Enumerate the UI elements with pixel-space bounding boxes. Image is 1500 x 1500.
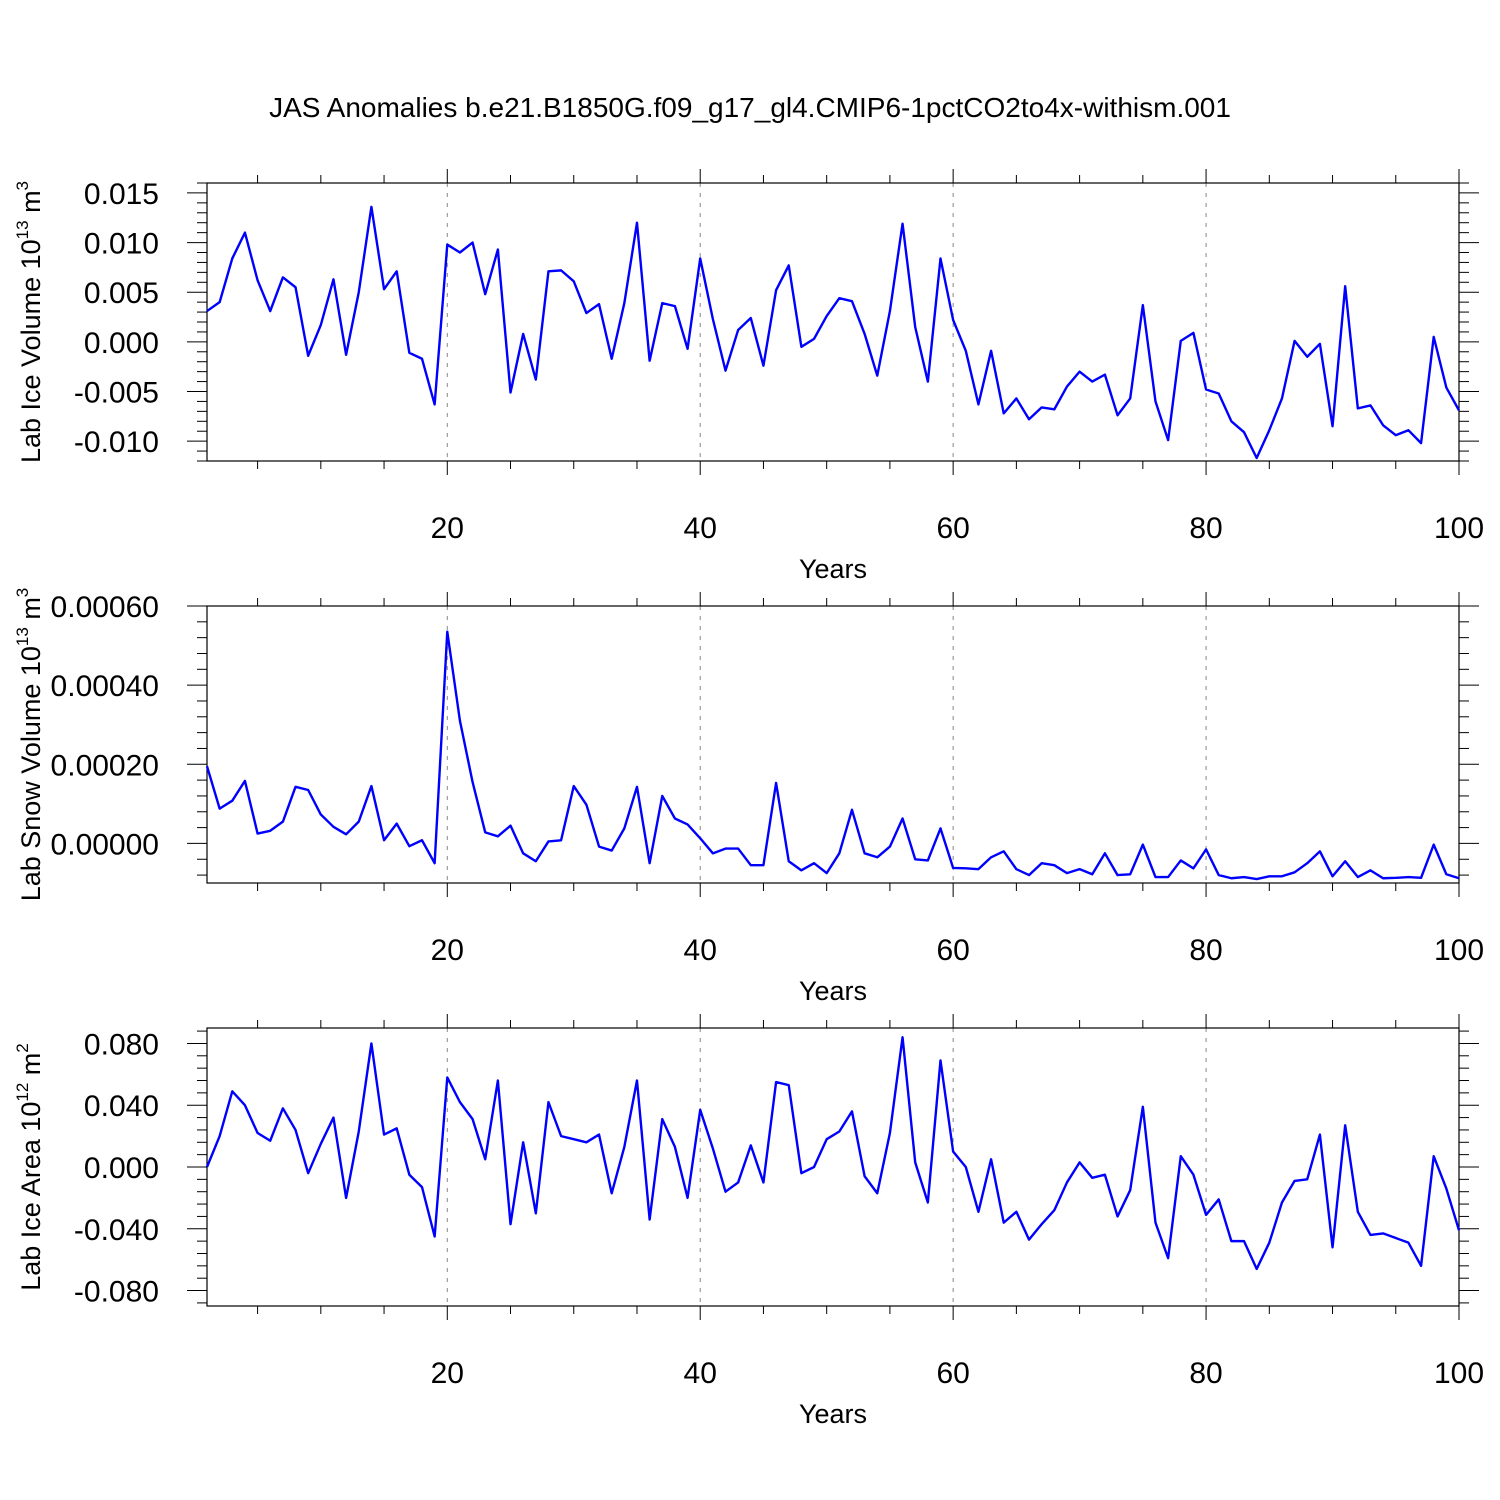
x-tick-label: 80 [1189, 512, 1222, 545]
y-axis-title-exponent: 12 [13, 1083, 32, 1102]
y-tick-label: 0.00020 [51, 749, 159, 782]
x-tick-label: 60 [936, 934, 969, 967]
x-axis-title: Years [799, 976, 867, 1006]
x-tick-label: 60 [936, 1357, 969, 1390]
y-axis-title-exponent: 13 [13, 627, 32, 646]
y-axis-title-unit-exponent: 2 [13, 1043, 32, 1052]
y-tick-label: -0.005 [74, 377, 159, 410]
x-tick-label: 100 [1434, 512, 1484, 545]
y-tick-label: 0.000 [84, 327, 159, 360]
y-tick-label: 0.00000 [51, 828, 159, 861]
plot-frame [206, 182, 1460, 462]
y-axis-title: Lab Snow Volume 1013 m3 [13, 588, 46, 902]
y-tick-label: -0.040 [74, 1214, 159, 1247]
x-axis-title: Years [799, 1399, 867, 1429]
y-axis-title-unit: m [16, 190, 46, 220]
y-axis-title-unit-exponent: 3 [13, 588, 32, 597]
y-axis-title-text: Lab Ice Area 10 [16, 1102, 46, 1291]
y-tick-label: 0.00060 [51, 591, 159, 624]
y-tick-label: 0.005 [84, 277, 159, 310]
x-tick-label: 40 [684, 512, 717, 545]
x-tick-label: 40 [684, 934, 717, 967]
y-tick-label: 0.010 [84, 228, 159, 261]
x-tick-label: 20 [431, 1357, 464, 1390]
y-axis-title-text: Lab Ice Volume 10 [16, 239, 46, 463]
y-tick-label: 0.00040 [51, 670, 159, 703]
y-axis-title-unit-exponent: 3 [13, 181, 32, 190]
x-tick-label: 100 [1434, 1357, 1484, 1390]
x-tick-label: 100 [1434, 934, 1484, 967]
x-tick-label: 20 [431, 934, 464, 967]
y-tick-label: 0.040 [84, 1090, 159, 1123]
x-tick-label: 60 [936, 512, 969, 545]
y-axis-title-text: Lab Snow Volume 10 [16, 646, 46, 901]
x-tick-label: 20 [431, 512, 464, 545]
y-axis-title-exponent: 13 [13, 220, 32, 239]
y-tick-label: 0.000 [84, 1152, 159, 1185]
plot-frame [206, 1027, 1460, 1307]
panel-1: -0.010 -0.005 0.000 0.005 0.010 0.015 20 40 60 80… [13, 169, 1484, 584]
y-tick-label: -0.010 [74, 426, 159, 459]
y-tick-label: 0.080 [84, 1028, 159, 1061]
y-tick-label: -0.080 [74, 1276, 159, 1309]
series-line-1 [205, 1036, 1461, 1271]
x-axis-title: Years [799, 554, 867, 584]
x-tick-label: 40 [684, 1357, 717, 1390]
y-tick-label: 0.015 [84, 178, 159, 211]
plot-frame [206, 605, 1460, 884]
x-tick-label: 80 [1189, 934, 1222, 967]
panel-3: -0.080 -0.040 0.000 0.040 0.080 20 40 60 80 100 Ye… [13, 1014, 1484, 1429]
chart-title: JAS Anomalies b.e21.B1850G.f09_g17_gl4.C… [269, 92, 1231, 123]
series-line-1 [205, 630, 1460, 881]
y-axis-title-unit: m [16, 1053, 46, 1083]
y-axis-title: Lab Ice Volume 1013 m3 [13, 181, 46, 463]
y-axis-title-unit: m [16, 597, 46, 627]
panel-2: 0.00000 0.00020 0.00040 0.00060 20 40 60 80 100 Y… [13, 588, 1484, 1006]
x-tick-label: 80 [1189, 1357, 1222, 1390]
y-axis-title: Lab Ice Area 1012 m2 [13, 1043, 46, 1291]
series-line-1 [206, 205, 1461, 460]
